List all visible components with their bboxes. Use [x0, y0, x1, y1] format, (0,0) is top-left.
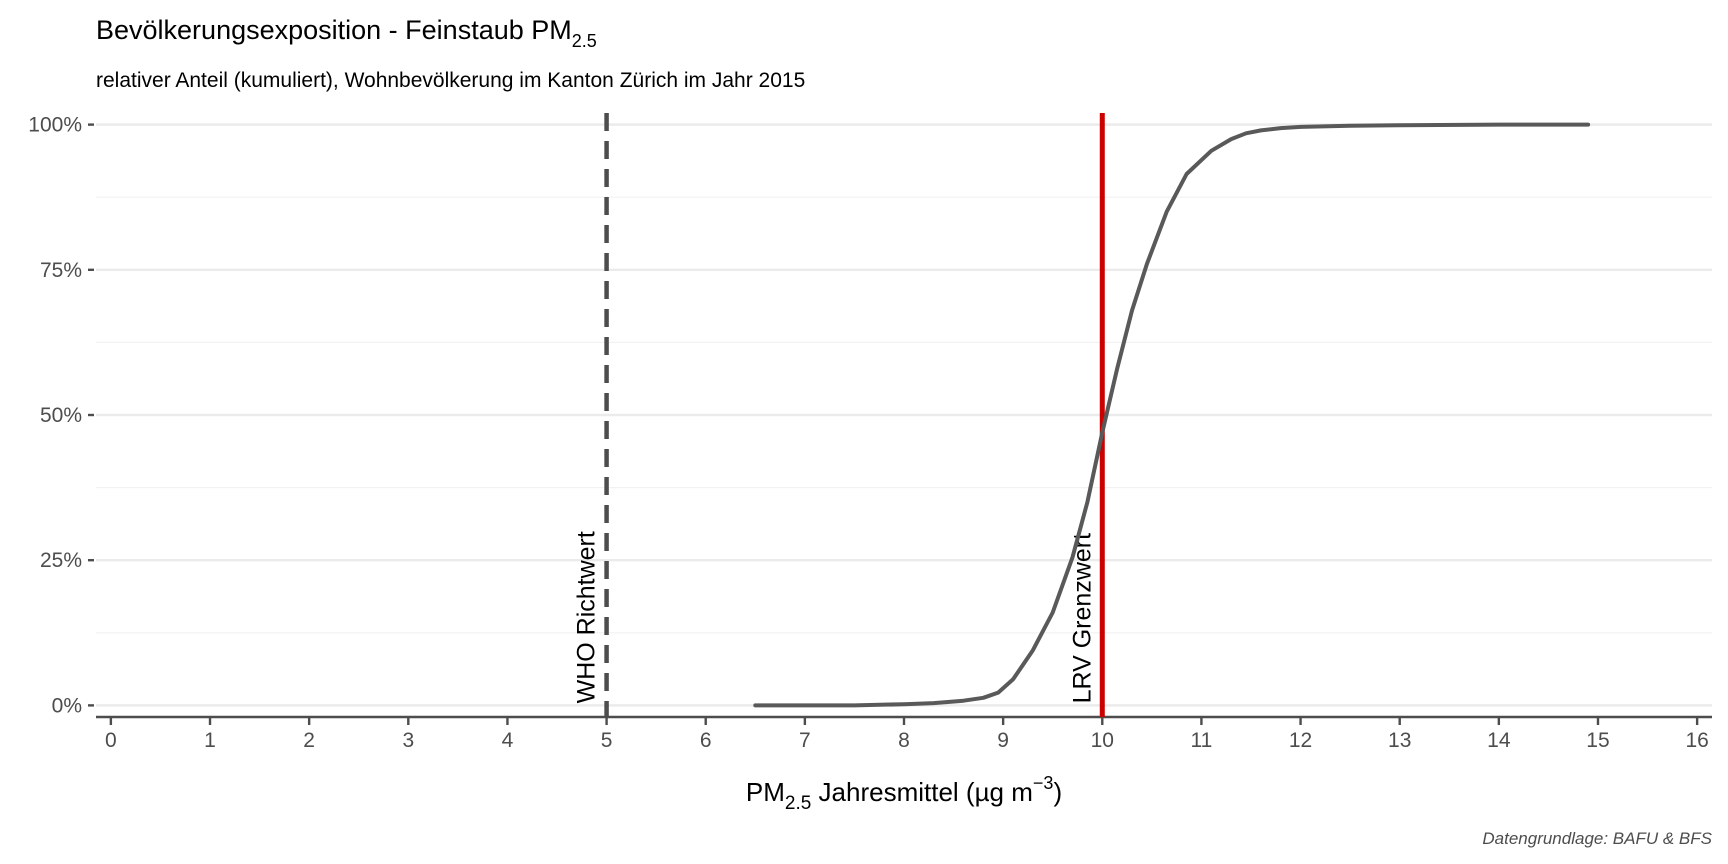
- x-axis-label: PM2.5 Jahresmittel (µg m−3): [746, 773, 1062, 814]
- x-tick-label: 0: [105, 729, 117, 752]
- chart-title-group: Bevölkerungsexposition - Feinstaub PM2.5…: [96, 15, 805, 92]
- x-tick-label: 1: [204, 729, 216, 752]
- chart-subtitle: relativer Anteil (kumuliert), Wohnbevölk…: [96, 69, 805, 92]
- y-tick-label: 50%: [40, 404, 82, 427]
- x-tick-label: 6: [700, 729, 712, 752]
- x-tick-label: 13: [1388, 729, 1411, 752]
- x-tick-label: 12: [1289, 729, 1312, 752]
- x-tick-label: 3: [402, 729, 414, 752]
- x-tick-label: 5: [601, 729, 613, 752]
- y-tick-label: 100%: [28, 114, 82, 137]
- who-reference-label: WHO Richtwert: [573, 531, 601, 703]
- x-tick-label: 2: [303, 729, 315, 752]
- y-tick-label: 0%: [52, 694, 82, 717]
- x-tick-label: 10: [1091, 729, 1114, 752]
- y-tick-label: 75%: [40, 259, 82, 282]
- x-tick-label: 11: [1191, 729, 1213, 752]
- x-tick-label: 14: [1487, 729, 1511, 752]
- x-tick-label: 9: [997, 729, 1009, 752]
- y-tick-label: 25%: [40, 549, 82, 572]
- x-tick-label: 16: [1685, 729, 1708, 752]
- grid: [96, 123, 1712, 707]
- cdf-series-line: [753, 122, 1591, 708]
- axes: 0%25%50%75%100%0 1 2 3 4 5 6 7 8 9 10 11 12 13 14 15 16: [28, 114, 1712, 752]
- chart-title: Bevölkerungsexposition - Feinstaub PM2.5: [96, 15, 597, 51]
- series-group: [753, 122, 1591, 708]
- x-tick-label: 8: [898, 729, 910, 752]
- x-tick-label: 15: [1586, 729, 1609, 752]
- x-tick-label: 7: [799, 729, 811, 752]
- caption: Datengrundlage: BAFU & BFS: [1482, 829, 1712, 848]
- x-tick-label: 4: [502, 729, 514, 752]
